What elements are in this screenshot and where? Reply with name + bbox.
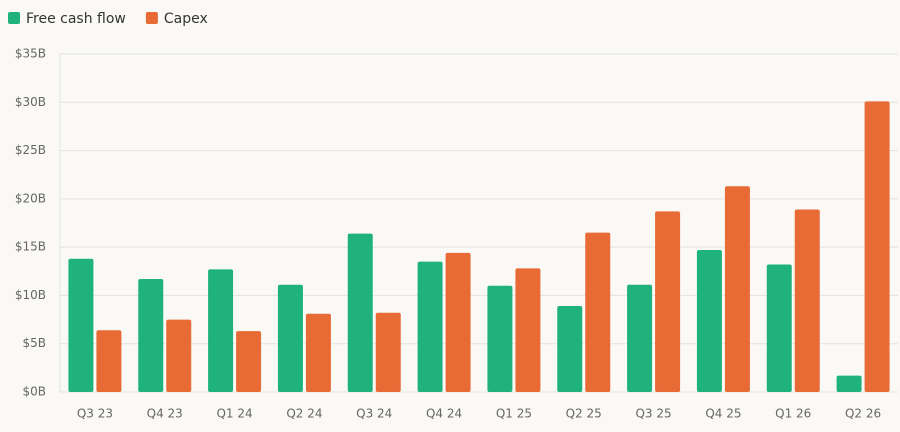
bar — [696, 250, 722, 392]
bar — [836, 375, 862, 392]
bar — [794, 209, 820, 392]
bar — [487, 285, 513, 392]
x-tick-label: Q3 25 — [635, 407, 671, 421]
x-tick-label: Q4 25 — [705, 407, 741, 421]
bar — [417, 261, 443, 392]
bar — [68, 258, 94, 392]
x-tick-label: Q3 23 — [77, 407, 113, 421]
bar — [236, 331, 262, 392]
x-tick-label: Q3 24 — [356, 407, 392, 421]
bar — [724, 186, 750, 392]
y-tick-label: $35B — [15, 47, 46, 61]
bar — [138, 279, 164, 392]
x-tick-label: Q1 24 — [216, 407, 252, 421]
x-tick-label: Q4 24 — [426, 407, 462, 421]
legend-swatch[interactable] — [145, 12, 158, 24]
y-tick-label: $10B — [15, 288, 46, 302]
bar — [347, 233, 373, 392]
bar — [305, 313, 331, 392]
bar — [96, 330, 122, 392]
bar — [277, 284, 303, 392]
legend-swatch[interactable] — [8, 12, 20, 24]
x-tick-label: Q4 23 — [147, 407, 183, 421]
y-tick-label: $20B — [15, 191, 46, 205]
bar — [208, 269, 234, 392]
bar — [655, 211, 681, 392]
x-tick-label: Q2 24 — [286, 407, 322, 421]
bar — [445, 252, 471, 392]
bar — [375, 312, 401, 392]
legend-label[interactable]: Capex — [164, 11, 208, 27]
bar — [166, 319, 192, 392]
bar — [515, 268, 541, 392]
y-tick-label: $0B — [22, 385, 46, 399]
bar — [557, 306, 583, 392]
x-tick-label: Q2 26 — [845, 407, 881, 421]
legend-label[interactable]: Free cash flow — [26, 11, 126, 27]
x-tick-label: Q1 25 — [496, 407, 532, 421]
y-tick-label: $25B — [15, 143, 46, 157]
bar — [627, 284, 653, 392]
bar — [585, 232, 611, 392]
y-tick-label: $15B — [15, 240, 46, 254]
y-tick-label: $30B — [15, 95, 46, 109]
bar — [766, 264, 792, 392]
bar — [864, 101, 890, 392]
x-tick-label: Q1 26 — [775, 407, 811, 421]
x-tick-label: Q2 25 — [566, 407, 602, 421]
y-tick-label: $5B — [22, 336, 46, 350]
